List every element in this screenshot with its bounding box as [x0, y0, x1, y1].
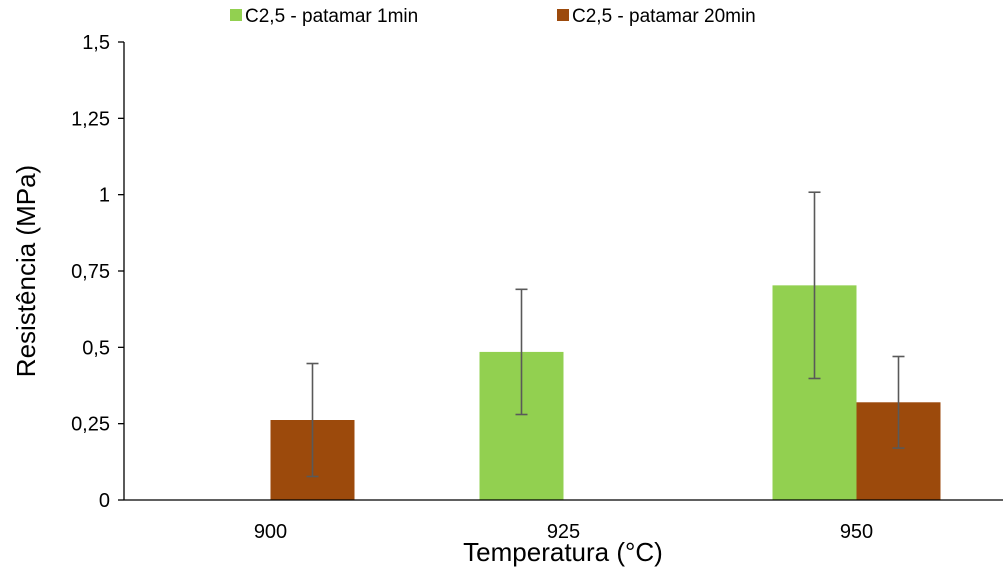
y-tick-labels: 0 0,25 0,5 0,75 1 1,25 1,5: [71, 32, 124, 512]
x-tick-label: 900: [254, 521, 287, 543]
x-tick-labels: 900 925 950: [254, 521, 873, 543]
legend-label-20min: C2,5 - patamar 20min: [572, 6, 756, 27]
x-tick-label: 950: [840, 521, 873, 543]
y-tick-label: 0,5: [82, 337, 110, 359]
y-axis-title: Resistência (MPa): [11, 165, 41, 377]
error-bar-950-series-1: [808, 191, 821, 380]
error-bars: [306, 191, 905, 478]
legend-label-1min: C2,5 - patamar 1min: [245, 6, 418, 27]
y-tick-label: 0,75: [71, 261, 110, 283]
bars: [270, 285, 941, 500]
y-tick-label: 1,25: [71, 108, 110, 130]
y-tick-label: 0: [99, 490, 110, 512]
error-bar-925-series-1: [515, 288, 528, 416]
legend-swatch-1min: [230, 9, 242, 21]
legend: C2,5 - patamar 1min C2,5 - patamar 20min: [230, 6, 756, 27]
x-axis-title: Temperatura (°C): [463, 537, 663, 567]
y-tick-label: 1: [99, 185, 110, 207]
y-tick-label: 1,5: [82, 32, 110, 54]
legend-swatch-20min: [557, 9, 569, 21]
x-tick-label: 925: [547, 521, 580, 543]
y-tick-label: 0,25: [71, 414, 110, 436]
error-bar-950-series-2: [892, 355, 905, 449]
error-bar-900-series-2: [306, 362, 319, 478]
